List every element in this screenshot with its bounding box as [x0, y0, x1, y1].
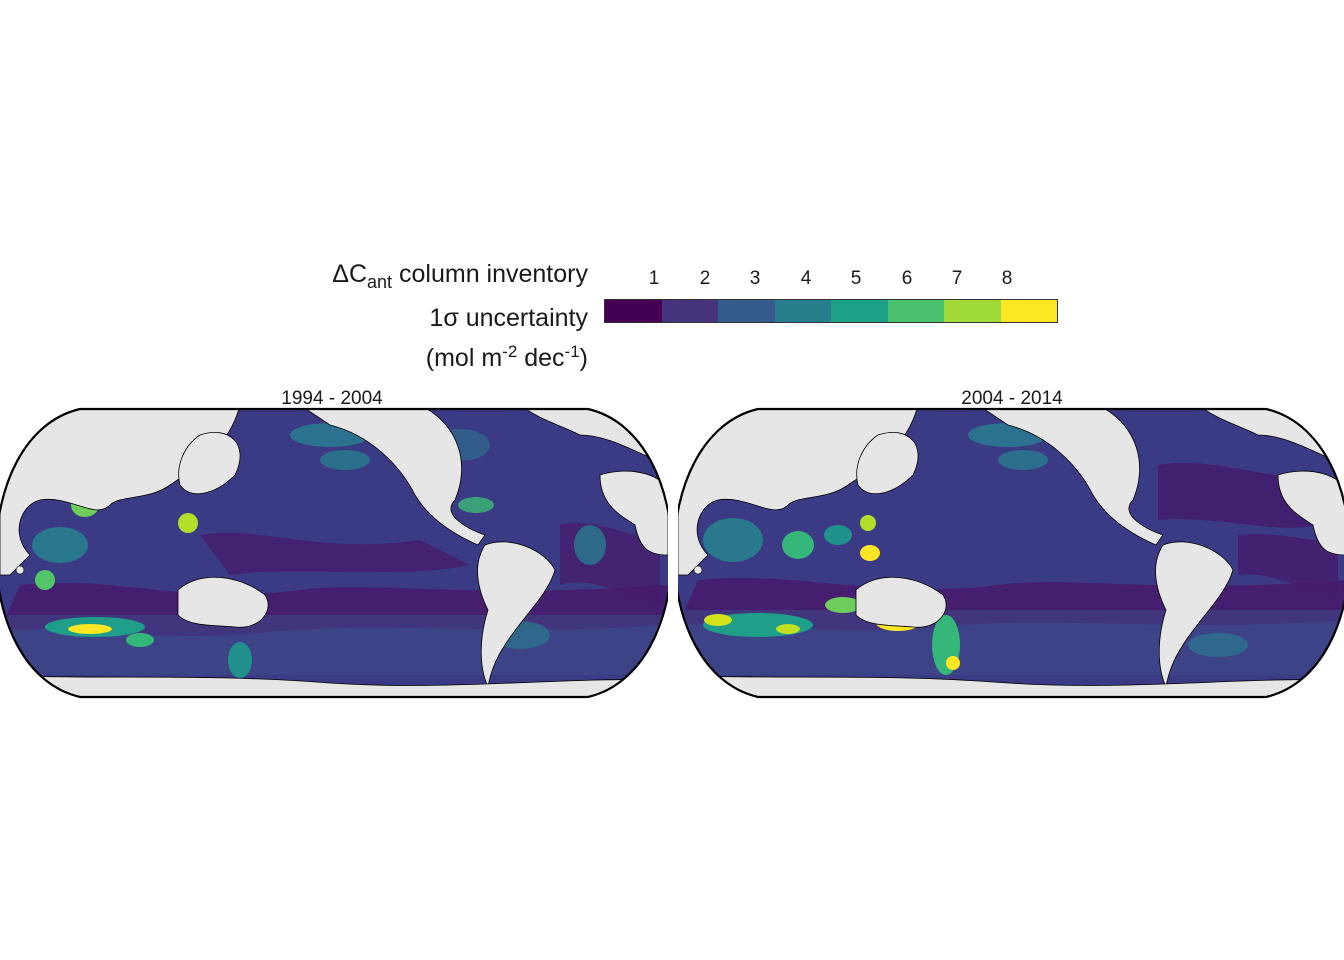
land-australia [855, 576, 947, 628]
panel-title-right: 2004 - 2014 [961, 388, 1063, 409]
hotspot [68, 624, 112, 634]
colorbar-swatch [831, 300, 888, 322]
hotspot [228, 642, 252, 678]
legend-title-units: (mol m-2 dec-1) [425, 342, 588, 372]
map-panel-left [0, 407, 668, 699]
hotspot [860, 545, 880, 561]
colorbar-swatch [887, 300, 944, 322]
colorbar-swatch [1000, 300, 1057, 322]
hotspot [320, 450, 370, 470]
land-antarctica [0, 674, 668, 697]
hotspot [704, 614, 732, 626]
legend-tick: 8 [1001, 268, 1013, 289]
hotspot [946, 656, 960, 670]
hotspot [35, 570, 55, 590]
ocean-low-band [1238, 533, 1338, 595]
hotspot [458, 497, 494, 513]
panel-title-left: 1994 - 2004 [281, 388, 383, 409]
hotspot [178, 513, 198, 533]
hotspot [860, 515, 876, 531]
legend-title-line2: 1σ uncertainty [429, 304, 588, 332]
colorbar-swatch [944, 300, 1001, 322]
colorbar-swatch [661, 300, 718, 322]
legend-colorbar [604, 299, 1058, 323]
map-border [678, 407, 1344, 699]
land-east-asia [856, 432, 919, 494]
land-north-america [976, 409, 1164, 546]
land-east-asia [178, 432, 241, 494]
hotspot [782, 531, 814, 559]
legend-tick: 2 [699, 268, 711, 289]
land-madagascar [693, 565, 703, 575]
colorbar-swatch [774, 300, 831, 322]
land-africa [599, 470, 668, 556]
legend-tick: 5 [850, 268, 862, 289]
legend-tick: 3 [749, 268, 761, 289]
land-south-america [477, 541, 556, 689]
hotspot [776, 624, 800, 634]
legend-tick: 4 [800, 268, 812, 289]
land-south-america [1155, 541, 1234, 689]
map-panel-right [678, 407, 1344, 699]
legend-tick: 7 [951, 268, 963, 289]
hotspot [825, 597, 861, 613]
ocean-low-band [200, 532, 470, 575]
land-north-america [298, 409, 486, 546]
hotspot [1188, 633, 1248, 657]
map-border [0, 407, 668, 699]
hotspot [574, 525, 606, 565]
legend-tick: 1 [648, 268, 660, 289]
hotspot [32, 527, 88, 563]
land-australia [177, 576, 269, 628]
land-madagascar [15, 565, 25, 575]
hotspot [703, 518, 763, 562]
hotspot [126, 633, 154, 647]
legend-tick: 6 [901, 268, 913, 289]
hotspot [824, 525, 852, 545]
hotspot [998, 450, 1048, 470]
land-africa [1277, 470, 1344, 556]
legend-title-line1: ΔCant column inventory [332, 260, 588, 292]
colorbar-swatch [718, 300, 775, 322]
colorbar-swatch [605, 300, 662, 322]
land-antarctica [678, 674, 1344, 697]
